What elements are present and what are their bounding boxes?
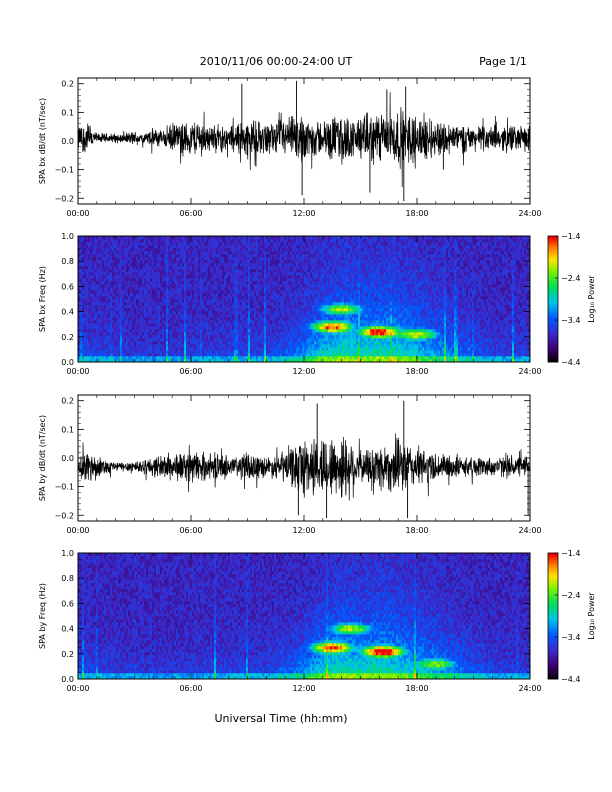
- x-tick-label: 00:00: [66, 367, 89, 376]
- panel-4-spectrogram: −1.4 −2.4 −3.4 −4.4 Log₁₀ Power 0.0 0.2 0.4 0.6 0…: [38, 549, 596, 693]
- y-tick-label: 0.8: [61, 257, 74, 266]
- y-tick-label: −0.1: [55, 166, 74, 175]
- x-tick-label: 00:00: [66, 209, 89, 218]
- colorbar-label: Log₁₀ Power: [587, 275, 596, 323]
- colorbar-tick-label: −4.4: [561, 675, 580, 684]
- x-tick-label: 06:00: [179, 367, 202, 376]
- colorbar-tick-label: −3.4: [561, 633, 580, 642]
- x-tick-label: 00:00: [66, 526, 89, 535]
- colorbar: −1.4 −2.4 −3.4 −4.4 Log₁₀ Power: [547, 549, 596, 684]
- y-tick-label: 0.2: [61, 650, 74, 659]
- y-tick-label: 0.2: [61, 397, 74, 406]
- colorbar-label: Log₁₀ Power: [587, 592, 596, 640]
- x-tick-label: 06:00: [179, 684, 202, 693]
- y-tick-label: 0.4: [61, 625, 74, 634]
- y-tick-label: 0.0: [61, 137, 74, 146]
- y-tick-label: 0.0: [61, 454, 74, 463]
- x-tick-label: 12:00: [292, 367, 315, 376]
- y-axis-label: SPA by dB/dt (nT/sec): [38, 415, 47, 501]
- y-tick-label: 0.6: [61, 599, 74, 608]
- y-tick-label: 0.1: [61, 425, 74, 434]
- x-tick-label: 18:00: [405, 684, 428, 693]
- x-tick-label: 18:00: [405, 367, 428, 376]
- colorbar-tick-label: −1.4: [561, 549, 580, 558]
- y-tick-label: 0.1: [61, 108, 74, 117]
- series-line: [78, 433, 530, 501]
- y-tick-label: −0.2: [55, 194, 74, 203]
- colorbar-tick-label: −3.4: [561, 316, 580, 325]
- x-tick-label: 24:00: [518, 209, 541, 218]
- colorbar: −1.4 −2.4 −3.4 −4.4 Log₁₀ Power: [547, 232, 596, 367]
- series-line: [78, 92, 530, 188]
- y-tick-label: 0.6: [61, 282, 74, 291]
- x-tick-label: 18:00: [405, 526, 428, 535]
- panel-3-waveform: 0.2 0.1 0.0 −0.1 −0.2 SPA by dB/dt (nT/sec) 00…: [38, 394, 542, 535]
- y-tick-label: 1.0: [61, 549, 74, 558]
- y-tick-label: −0.1: [55, 483, 74, 492]
- y-tick-label: 0.0: [61, 358, 74, 367]
- x-tick-label: 24:00: [518, 684, 541, 693]
- page-number: Page 1/1: [479, 55, 527, 68]
- x-tick-label: 06:00: [179, 526, 202, 535]
- y-tick-label: 0.8: [61, 574, 74, 583]
- y-axis-label: SPA bx dB/dt (nT/sec): [38, 98, 47, 184]
- panel-1-waveform: 0.2 0.1 0.0 −0.1 −0.2 SPA bx dB/dt (nT/sec) 00…: [38, 77, 542, 218]
- colorbar-tick-label: −1.4: [561, 232, 580, 241]
- x-tick-label: 00:00: [66, 684, 89, 693]
- y-tick-label: 0.0: [61, 675, 74, 684]
- y-tick-label: 0.2: [61, 333, 74, 342]
- panel-2-spectrogram: −1.4 −2.4 −3.4 −4.4 Log₁₀ Power 0.0 0.2 0.4 0.6 0…: [38, 232, 596, 376]
- y-tick-label: 1.0: [61, 232, 74, 241]
- y-tick-label: 0.4: [61, 308, 74, 317]
- spectrogram: [78, 553, 531, 680]
- colorbar-tick-label: −4.4: [561, 358, 580, 367]
- x-tick-label: 12:00: [292, 684, 315, 693]
- x-tick-label: 12:00: [292, 526, 315, 535]
- colorbar-tick-label: −2.4: [561, 591, 580, 600]
- spectrogram: [78, 236, 531, 363]
- x-tick-label: 24:00: [518, 367, 541, 376]
- x-axis-label: Universal Time (hh:mm): [215, 712, 348, 725]
- y-axis-label: SPA bx Freq (Hz): [38, 266, 47, 332]
- panels: 0.2 0.1 0.0 −0.1 −0.2 SPA bx dB/dt (nT/sec) 00…: [38, 77, 596, 693]
- x-tick-label: 24:00: [518, 526, 541, 535]
- x-tick-label: 18:00: [405, 209, 428, 218]
- page-title: 2010/11/06 00:00-24:00 UT: [200, 55, 353, 68]
- y-axis-label: SPA by Freq (Hz): [38, 583, 47, 649]
- colorbar-tick-label: −2.4: [561, 274, 580, 283]
- y-tick-label: −0.2: [55, 511, 74, 520]
- x-tick-label: 12:00: [292, 209, 315, 218]
- x-tick-label: 06:00: [179, 209, 202, 218]
- y-tick-label: 0.2: [61, 80, 74, 89]
